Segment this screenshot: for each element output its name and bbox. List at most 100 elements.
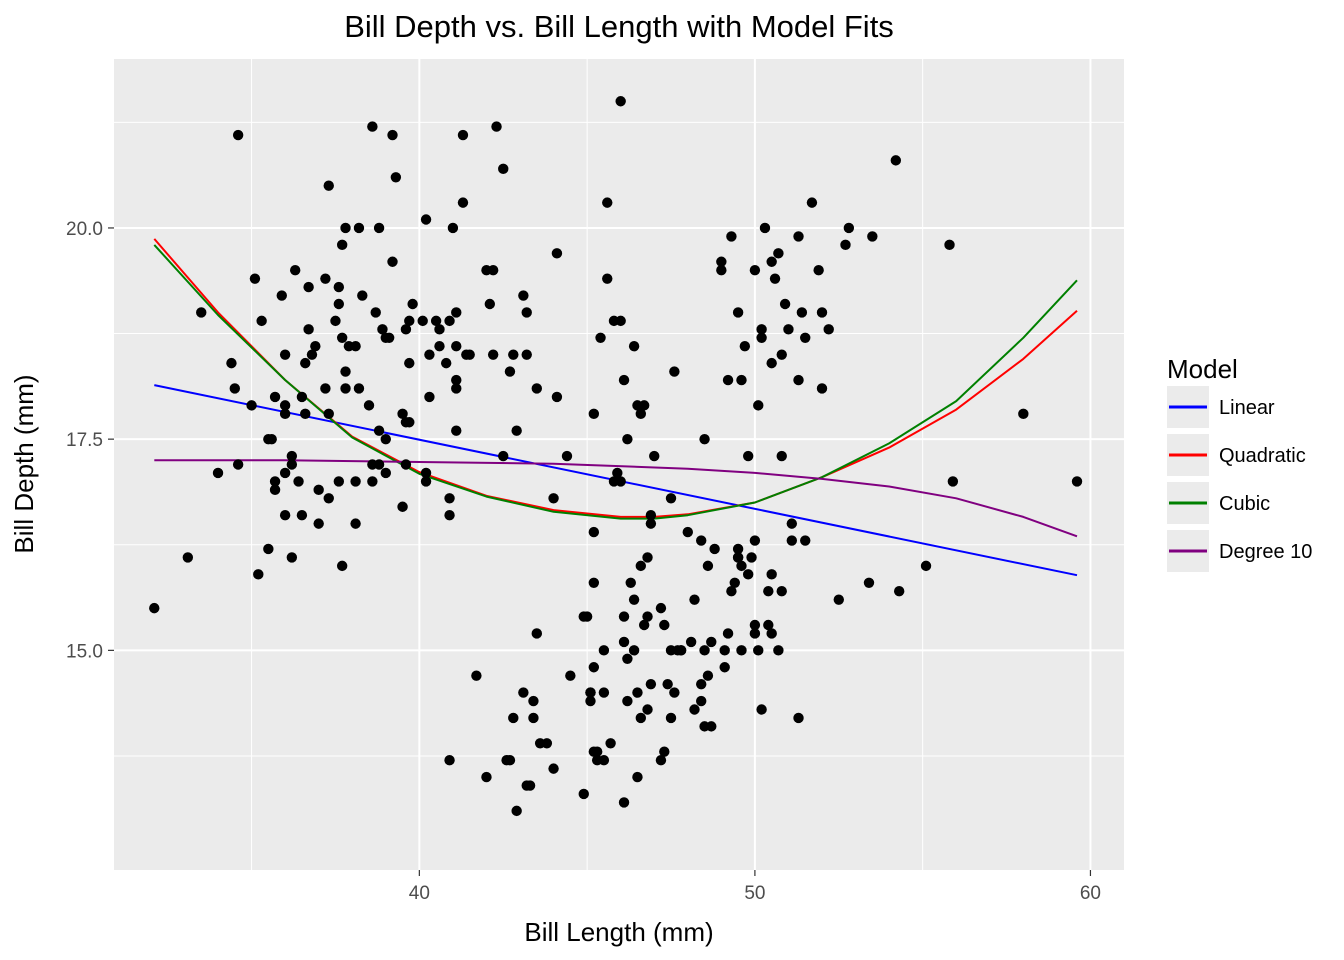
data-point bbox=[766, 256, 777, 267]
data-point bbox=[816, 383, 828, 394]
data-point bbox=[742, 569, 754, 580]
data-point bbox=[622, 653, 633, 665]
data-point bbox=[635, 408, 647, 420]
data-point bbox=[300, 357, 311, 369]
data-point bbox=[330, 315, 341, 327]
data-point bbox=[618, 797, 630, 808]
x-tick-label: 50 bbox=[744, 883, 765, 904]
data-point bbox=[645, 509, 657, 521]
data-point bbox=[638, 400, 650, 411]
data-point bbox=[511, 425, 522, 436]
data-point bbox=[340, 366, 351, 377]
legend: Model Linear Quadratic Cubic Degree 10 bbox=[1167, 354, 1312, 572]
data-point bbox=[766, 628, 777, 639]
data-point bbox=[253, 569, 264, 580]
data-point bbox=[444, 754, 455, 766]
data-point bbox=[749, 628, 761, 639]
legend-label: Cubic bbox=[1219, 493, 1270, 515]
data-point bbox=[269, 484, 281, 496]
data-point bbox=[528, 695, 539, 707]
data-point bbox=[806, 197, 818, 208]
data-point bbox=[773, 248, 784, 259]
data-point bbox=[390, 172, 402, 183]
data-point bbox=[404, 357, 415, 369]
data-point bbox=[491, 121, 502, 132]
data-point bbox=[645, 678, 657, 690]
data-point bbox=[756, 332, 767, 343]
legend-label: Degree 10 bbox=[1219, 541, 1312, 563]
data-point bbox=[843, 222, 855, 234]
data-point bbox=[340, 383, 351, 394]
y-tick-label: 20.0 bbox=[66, 219, 103, 240]
data-point bbox=[444, 315, 455, 327]
data-point bbox=[766, 357, 777, 369]
data-point bbox=[588, 662, 600, 673]
data-point bbox=[353, 222, 365, 234]
data-point bbox=[665, 493, 677, 504]
data-point bbox=[736, 645, 747, 656]
data-point bbox=[232, 129, 244, 141]
data-point bbox=[759, 222, 771, 234]
legend-label: Quadratic bbox=[1219, 445, 1306, 467]
data-point bbox=[642, 552, 653, 563]
data-point bbox=[451, 307, 462, 318]
data-point bbox=[763, 619, 774, 631]
data-point bbox=[484, 298, 496, 310]
data-point bbox=[709, 543, 720, 555]
data-point bbox=[588, 577, 600, 588]
data-point bbox=[699, 433, 710, 445]
data-point bbox=[736, 374, 747, 386]
data-point bbox=[602, 197, 613, 208]
data-point bbox=[756, 704, 767, 715]
y-tick-label: 15.0 bbox=[66, 641, 103, 662]
data-point bbox=[286, 552, 298, 563]
data-point bbox=[276, 290, 287, 301]
data-point bbox=[823, 324, 834, 335]
data-point bbox=[1018, 408, 1029, 420]
data-point bbox=[387, 129, 398, 141]
data-point bbox=[944, 239, 955, 251]
data-point bbox=[746, 552, 757, 563]
data-point bbox=[591, 746, 603, 757]
data-point bbox=[702, 670, 714, 681]
data-point bbox=[511, 805, 522, 817]
data-point bbox=[749, 619, 761, 631]
data-point bbox=[424, 349, 435, 360]
data-point bbox=[706, 636, 717, 648]
data-point bbox=[719, 645, 730, 656]
data-point bbox=[504, 366, 516, 377]
data-point bbox=[350, 518, 361, 529]
data-point bbox=[769, 273, 781, 284]
data-point bbox=[732, 307, 744, 318]
data-point bbox=[585, 687, 596, 698]
data-point bbox=[618, 636, 630, 648]
data-point bbox=[696, 535, 707, 546]
data-point bbox=[665, 645, 677, 656]
data-point bbox=[407, 298, 418, 310]
data-point bbox=[729, 577, 740, 588]
data-point bbox=[642, 704, 653, 715]
data-point bbox=[800, 535, 811, 546]
data-point bbox=[149, 602, 160, 614]
data-point bbox=[434, 341, 445, 352]
data-point bbox=[524, 780, 536, 791]
data-point bbox=[598, 687, 610, 698]
data-point bbox=[763, 586, 774, 597]
data-point bbox=[279, 349, 291, 360]
data-point bbox=[434, 324, 445, 335]
data-point bbox=[279, 400, 291, 411]
data-point bbox=[333, 281, 345, 293]
data-point bbox=[226, 357, 237, 369]
data-point bbox=[313, 518, 324, 529]
data-point bbox=[440, 357, 452, 369]
data-point bbox=[383, 332, 395, 343]
data-point bbox=[296, 509, 308, 521]
data-point bbox=[528, 712, 539, 724]
data-point bbox=[508, 349, 519, 360]
data-point bbox=[487, 349, 499, 360]
data-point bbox=[726, 586, 737, 597]
data-point bbox=[373, 222, 385, 234]
data-point bbox=[742, 450, 754, 462]
data-point bbox=[451, 383, 462, 394]
